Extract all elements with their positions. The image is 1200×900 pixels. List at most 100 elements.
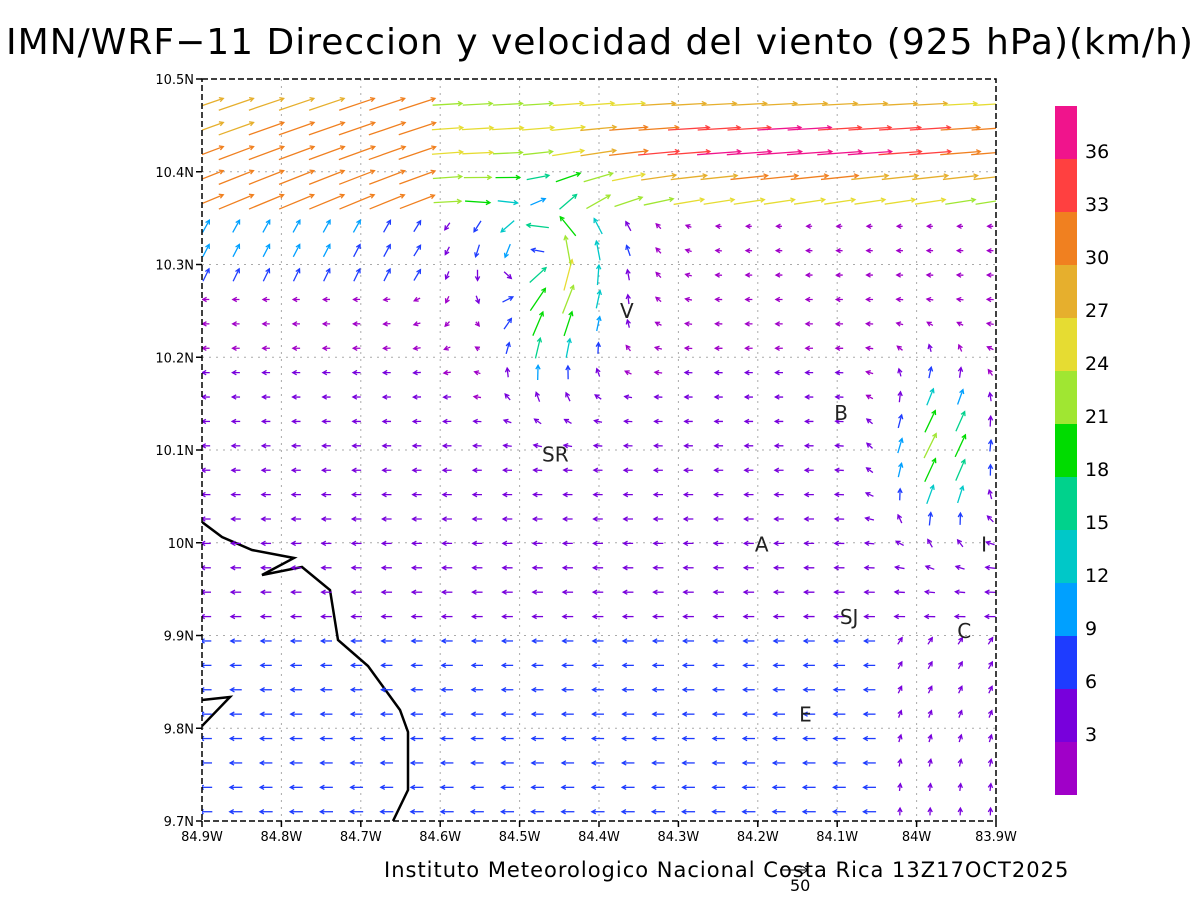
wind-vector <box>218 97 255 111</box>
wind-vector <box>667 149 712 156</box>
wind-vector <box>774 369 783 376</box>
colorbar-segment <box>1055 477 1077 530</box>
wind-vector <box>957 660 963 670</box>
wind-vector <box>379 808 394 815</box>
wind-vector <box>897 636 903 645</box>
colorbar-segment <box>1055 689 1077 742</box>
wind-vector <box>864 345 874 351</box>
wind-vector <box>774 321 783 327</box>
wind-vector <box>862 784 876 791</box>
wind-vector <box>927 538 933 548</box>
wind-vector <box>320 589 332 595</box>
wind-vector <box>561 540 573 547</box>
wind-vector <box>651 638 664 644</box>
wind-vector <box>595 289 603 309</box>
colorbar-segment <box>1055 583 1077 636</box>
wind-vector <box>621 735 635 742</box>
wind-vector <box>413 219 422 233</box>
city-labels: V B SR A I SJ C E <box>542 299 987 726</box>
wind-vector <box>895 223 903 230</box>
wind-vector <box>381 516 392 522</box>
wind-vector <box>530 197 547 206</box>
wind-vector <box>772 687 785 693</box>
wind-vector <box>681 711 695 717</box>
wind-vector <box>682 565 694 571</box>
wind-vector <box>592 540 603 547</box>
wind-vector <box>399 97 437 111</box>
wind-vector <box>897 685 903 694</box>
wind-vector <box>228 735 243 742</box>
wind-vector <box>897 367 903 377</box>
wind-vector <box>409 784 424 791</box>
wind-vector <box>410 711 423 717</box>
wind-vector <box>291 345 301 351</box>
wind-vector <box>684 248 692 254</box>
wind-vector <box>865 442 873 449</box>
wind-vector <box>398 145 437 161</box>
wind-vector <box>773 467 784 473</box>
wind-vector <box>531 540 543 547</box>
wind-vector <box>733 197 766 205</box>
wind-vector <box>381 369 391 376</box>
wind-vector <box>590 735 605 742</box>
wind-vector <box>202 369 210 376</box>
wind-vector <box>711 808 726 815</box>
wind-vector <box>202 638 212 644</box>
wind-vector <box>308 121 346 136</box>
wind-vector <box>625 318 631 328</box>
wind-vector <box>202 145 225 156</box>
wind-vector <box>713 394 723 400</box>
wind-vector <box>652 565 664 571</box>
wind-vector <box>440 638 453 644</box>
wind-vector <box>712 516 724 522</box>
wind-vector <box>609 124 649 131</box>
colorbar-segment <box>1055 636 1077 689</box>
lat-tick-label: 10.4N <box>155 166 194 181</box>
wind-vector <box>262 218 271 233</box>
wind-vector <box>772 565 785 571</box>
wind-vector <box>290 540 302 547</box>
wind-vector <box>412 369 421 376</box>
wind-vector <box>897 758 903 767</box>
wind-vector <box>229 565 242 571</box>
wind-vector <box>987 414 994 427</box>
wind-vector <box>593 418 603 425</box>
wind-vector <box>441 540 453 547</box>
wind-vector <box>228 808 243 815</box>
wind-vector <box>984 589 996 595</box>
city-label: E <box>799 702 812 726</box>
wind-vector <box>338 169 376 185</box>
wind-vector <box>500 662 514 669</box>
wind-vector <box>712 638 725 644</box>
wind-vector <box>559 215 577 237</box>
wind-vector <box>834 443 844 449</box>
wind-vector <box>319 638 332 644</box>
wind-vector <box>763 197 796 205</box>
wind-vector <box>653 443 663 449</box>
wind-vector <box>349 711 363 717</box>
wind-vector <box>923 589 936 595</box>
wind-vector <box>202 443 211 449</box>
wind-vector <box>350 613 363 620</box>
wind-vector <box>532 443 543 449</box>
wind-vector <box>470 662 483 669</box>
wind-vector <box>773 491 784 498</box>
wind-vector <box>975 200 996 205</box>
wind-vector <box>774 247 783 254</box>
wind-vector <box>471 491 482 498</box>
wind-vector <box>591 687 604 693</box>
wind-vector <box>533 418 542 425</box>
wind-vector <box>654 296 662 303</box>
wind-vector <box>218 121 255 136</box>
wind-vector <box>986 247 994 254</box>
colorbar-label: 30 <box>1085 247 1109 269</box>
wind-vector <box>262 267 271 282</box>
wind-vector <box>352 321 361 327</box>
wind-vector <box>760 173 800 181</box>
wind-vector <box>410 687 423 693</box>
wind-vector <box>258 784 273 791</box>
wind-vector <box>290 589 302 595</box>
wind-vector <box>562 516 573 522</box>
wind-vector <box>229 613 242 620</box>
wind-vector <box>614 195 644 208</box>
